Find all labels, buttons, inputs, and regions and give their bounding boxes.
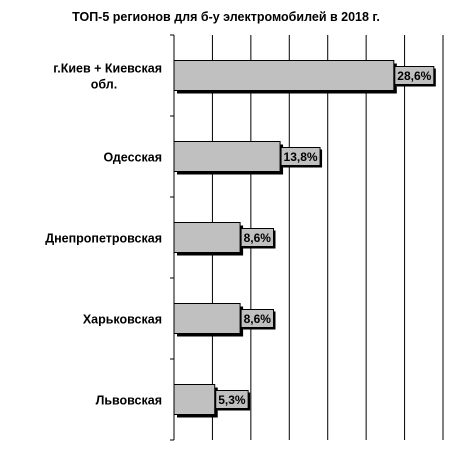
data-label-box bbox=[394, 66, 435, 85]
data-label: 28,6% bbox=[397, 69, 431, 83]
category-label: обл. bbox=[91, 78, 117, 92]
data-label-box bbox=[280, 147, 321, 166]
chart-title: ТОП-5 регионов для б-у электромобилей в … bbox=[72, 10, 380, 24]
axes bbox=[170, 34, 175, 441]
data-label: 5,3% bbox=[218, 393, 246, 407]
category-label: Львовская bbox=[96, 394, 162, 408]
bars bbox=[173, 60, 397, 418]
bar bbox=[173, 222, 241, 253]
category-label: Одесская bbox=[103, 151, 162, 165]
data-label-box bbox=[215, 390, 249, 409]
category-label: Днепропетровская bbox=[45, 232, 162, 246]
data-label-box bbox=[240, 309, 274, 328]
data-label-box bbox=[240, 228, 274, 247]
labels: 28,6% г.Киев + Киевская обл. 13,8% Одесская 8… bbox=[45, 62, 436, 411]
data-label: 8,6% bbox=[244, 231, 272, 245]
bar bbox=[173, 60, 395, 91]
data-label: 8,6% bbox=[244, 312, 272, 326]
bar bbox=[173, 384, 216, 415]
category-label: г.Киев + Киевская bbox=[53, 62, 162, 76]
category-label: Харьковская bbox=[83, 313, 162, 327]
data-label: 13,8% bbox=[284, 150, 318, 164]
bar bbox=[173, 141, 281, 172]
bar bbox=[173, 303, 241, 334]
